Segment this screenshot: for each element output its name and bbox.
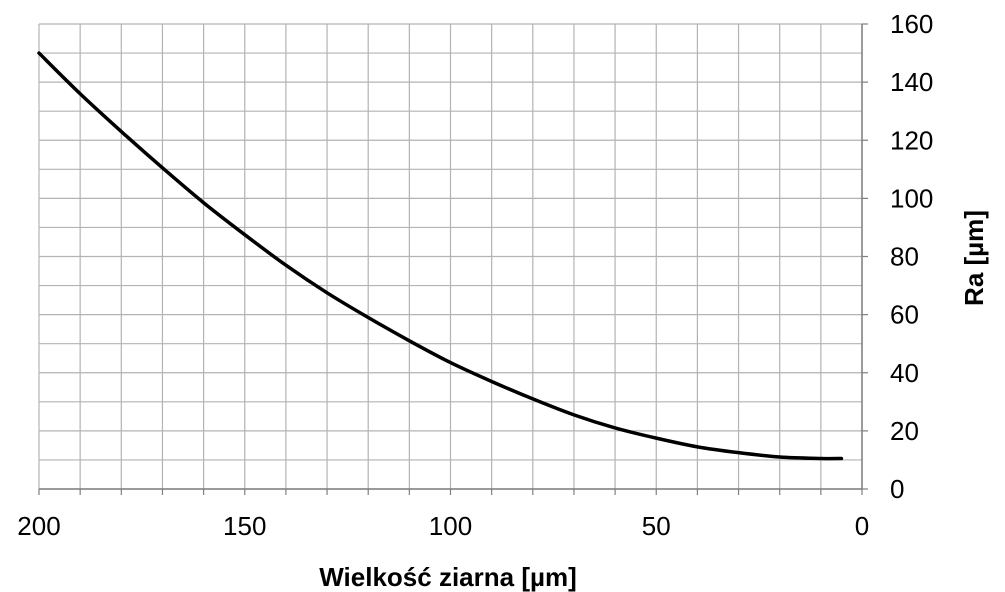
y-tick-label: 20 xyxy=(890,416,919,446)
y-tick-label: 0 xyxy=(890,474,904,504)
x-tick-labels: 200 150 100 50 0 xyxy=(17,511,869,541)
y-axis-label: Ra [µm] xyxy=(959,210,989,306)
y-tick-label: 160 xyxy=(890,9,933,39)
y-tick-label: 100 xyxy=(890,183,933,213)
x-axis-label: Wielkość ziarna [µm] xyxy=(319,562,577,592)
x-tick-label: 150 xyxy=(223,511,266,541)
grid xyxy=(38,23,863,490)
axes xyxy=(38,23,868,495)
series-layer xyxy=(37,51,844,461)
x-tick-label: 200 xyxy=(17,511,60,541)
y-tick-label: 40 xyxy=(890,358,919,388)
y-tick-label: 60 xyxy=(890,300,919,330)
x-tick-label: 50 xyxy=(642,511,671,541)
y-tick-label: 120 xyxy=(890,125,933,155)
y-tick-label: 80 xyxy=(890,242,919,272)
y-tick-label: 140 xyxy=(890,67,933,97)
x-tick-label: 100 xyxy=(429,511,472,541)
series-line-0 xyxy=(37,51,844,461)
x-tick-label: 0 xyxy=(855,511,869,541)
y-tick-labels: 0 20 40 60 80 100 120 140 160 xyxy=(890,9,933,504)
